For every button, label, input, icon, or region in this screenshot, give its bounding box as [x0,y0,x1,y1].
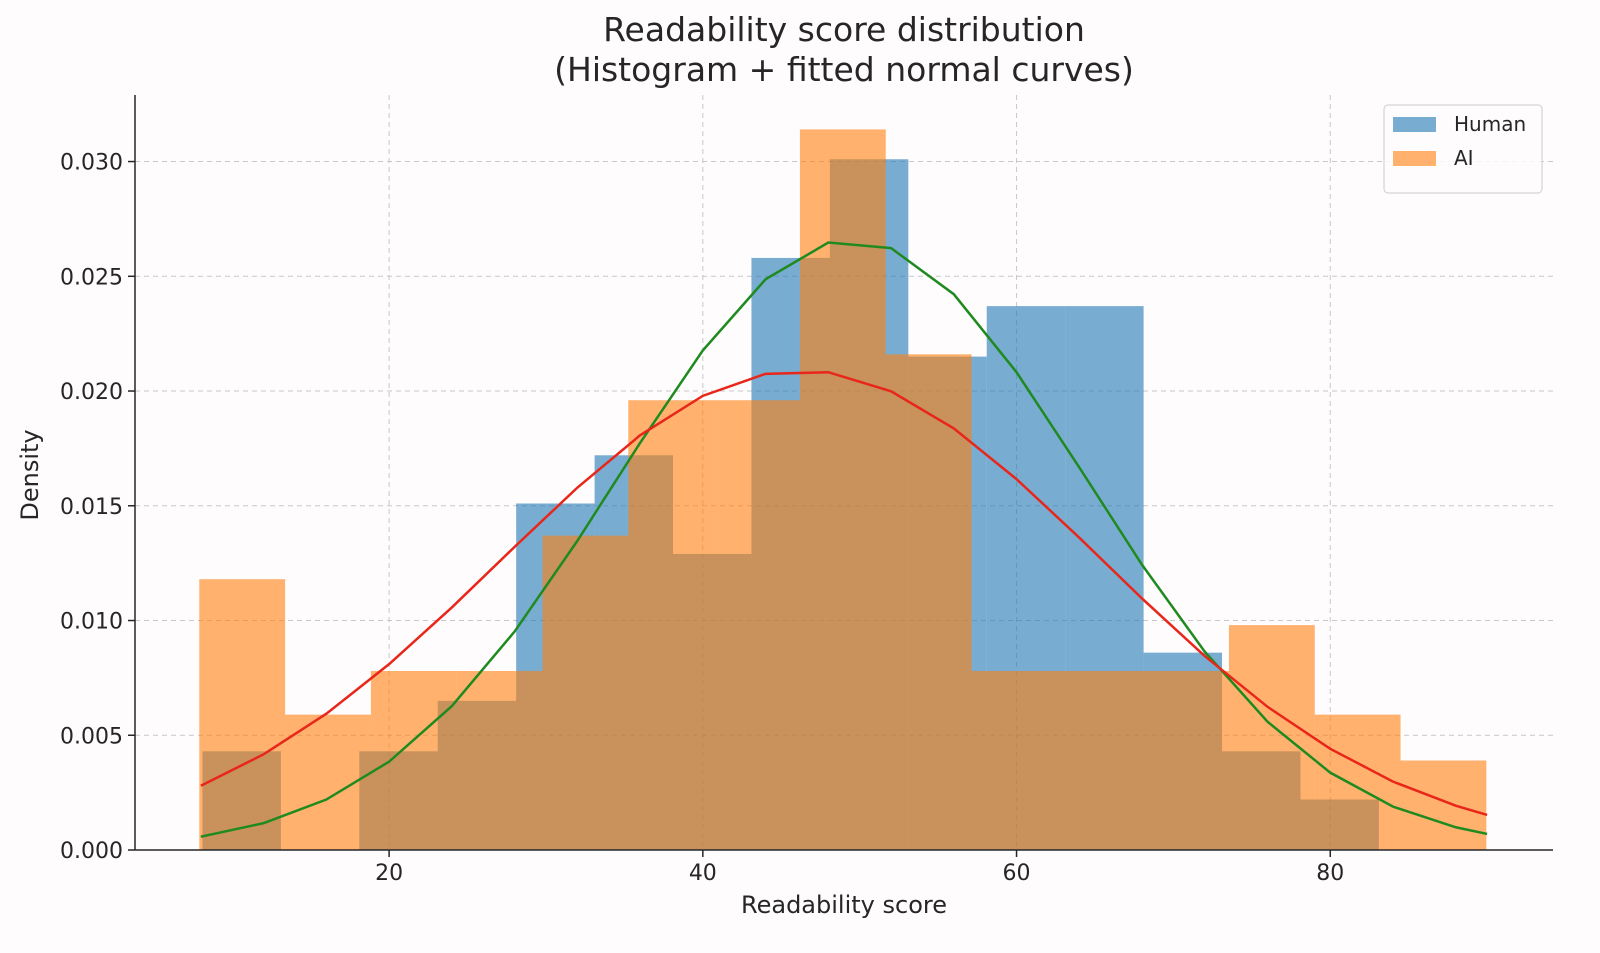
histogram-bar [285,714,371,850]
histogram-bar [628,400,715,850]
histogram-bar [1400,760,1487,850]
y-tick-label: 0.000 [60,839,123,864]
histogram-bar [370,671,457,850]
legend-swatch [1393,151,1436,166]
histogram-bar [885,354,972,850]
x-tick-label: 20 [375,861,403,886]
histogram-bar [799,129,886,850]
histogram-bar [199,579,286,850]
histogram-bar [714,400,800,850]
histogram-bar [1143,671,1229,850]
fitted-curve [200,370,1488,817]
y-tick-label: 0.030 [60,151,123,176]
y-tick-label: 0.020 [60,380,123,405]
y-tick-label: 0.005 [60,724,123,749]
histogram-bar [1057,671,1144,850]
y-tick-label: 0.025 [60,265,123,290]
x-tick-label: 40 [689,861,717,886]
histogram-bar [1314,714,1401,850]
legend-label: Human [1454,112,1526,136]
chart-title: Readability score distribution (Histogra… [554,10,1134,89]
y-tick-label: 0.010 [60,610,123,635]
histogram-bar [971,671,1058,850]
x-tick-label: 80 [1316,861,1344,886]
fitted-curve [200,241,1488,838]
histogram-bar [1228,625,1315,850]
y-tick-label: 0.015 [60,495,123,520]
x-axis-label: Readability score [741,891,947,919]
histogram-bar [542,535,629,850]
y-axis-label: Density [16,429,44,520]
histogram-bar [456,671,543,850]
legend-label: AI [1454,146,1474,170]
legend-swatch [1393,117,1436,132]
x-tick-label: 60 [1003,861,1031,886]
legend: Human AI [1383,104,1543,194]
